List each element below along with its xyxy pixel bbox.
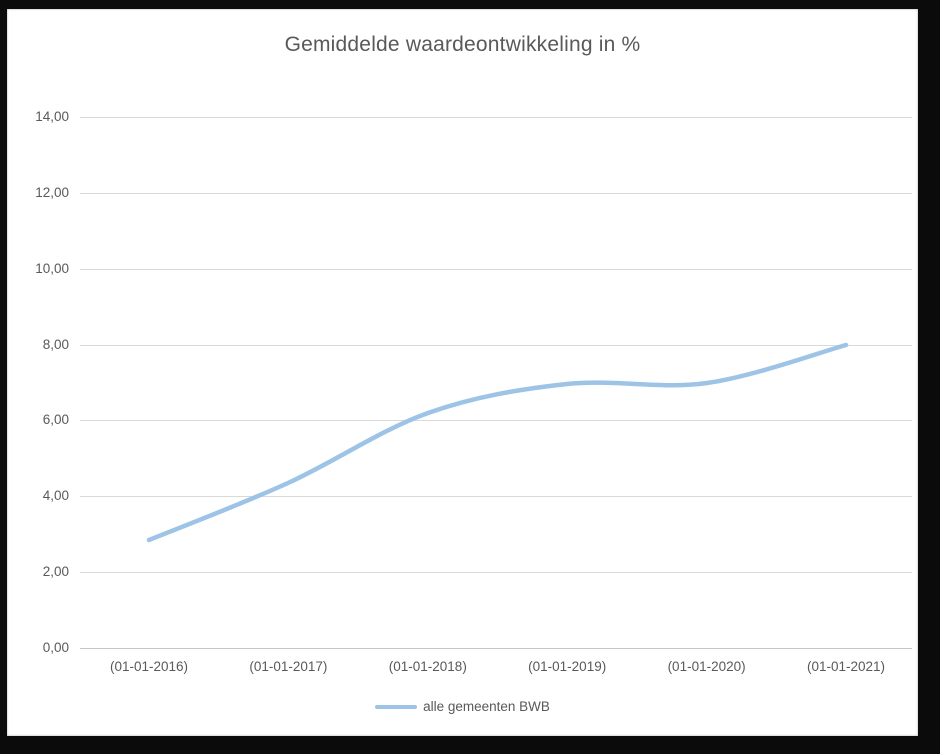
x-axis-line (80, 648, 912, 649)
y-axis-tick-label: 12,00 (35, 184, 69, 200)
chart-title: Gemiddelde waardeontwikkeling in % (284, 33, 641, 56)
gridline (80, 344, 912, 346)
y-axis-tick-label: 8,00 (42, 336, 69, 352)
y-axis-tick-label: 4,00 (42, 488, 69, 504)
x-axis-tick-label: (01-01-2019) (528, 659, 607, 674)
y-axis-tick-label: 10,00 (35, 260, 69, 276)
legend-label: alle gemeenten BWB (423, 699, 550, 714)
x-axis-tick-label: (01-01-2016) (109, 659, 189, 674)
x-axis-tick-label: (01-01-2018) (388, 659, 467, 674)
gridline (80, 496, 912, 498)
y-axis-tick-label: 2,00 (42, 564, 69, 580)
gridline (80, 192, 912, 194)
legend-line-swatch (375, 704, 418, 709)
y-axis-tick-label: 14,00 (35, 109, 69, 124)
y-axis-tick-label: 0,00 (42, 640, 69, 655)
gridline (80, 572, 912, 574)
chart-area: Gemiddelde waardeontwikkeling in % 0,00 2… (7, 9, 918, 736)
legend: alle gemeenten BWB (7, 699, 918, 714)
gridline (80, 420, 912, 422)
series-line (146, 342, 849, 543)
gridline (80, 268, 912, 270)
series-svg (146, 342, 849, 543)
gridline (80, 117, 912, 118)
x-axis-tick-label: (01-01-2021) (806, 659, 886, 674)
x-axis-tick-label: (01-01-2017) (249, 659, 328, 674)
x-axis-tick-label: (01-01-2020) (667, 659, 746, 674)
y-axis-tick-label: 6,00 (42, 412, 69, 428)
